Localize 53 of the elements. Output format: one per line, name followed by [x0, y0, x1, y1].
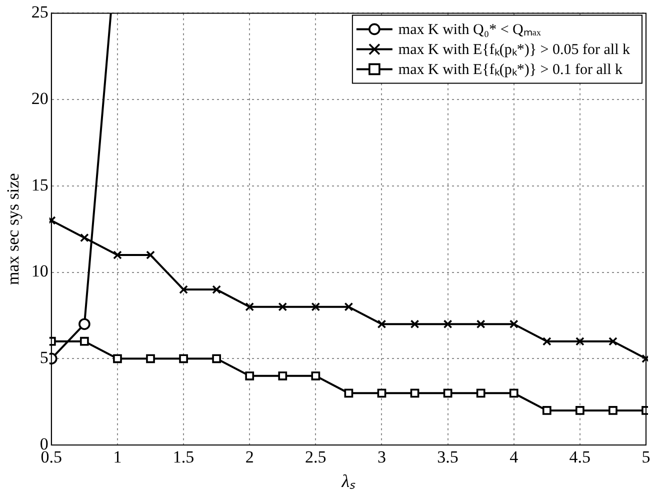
x-axis-title: λₛ	[340, 470, 356, 491]
point	[278, 302, 288, 312]
point	[146, 250, 155, 260]
point	[443, 388, 452, 398]
y-tick-label: 20	[31, 89, 48, 108]
point	[80, 233, 89, 242]
x-tick-label: 4.5	[569, 448, 591, 467]
point	[608, 406, 618, 415]
x-tick-label: 1.5	[172, 448, 194, 467]
y-axis-title: max sec sys size	[4, 173, 23, 286]
x-tick-label: 1	[113, 448, 122, 467]
y-tick-label: 10	[31, 262, 48, 281]
x-tick-label: 3.5	[437, 448, 458, 467]
x-tick-label: 3	[377, 448, 386, 467]
point	[311, 302, 320, 312]
point	[212, 285, 221, 294]
point	[476, 320, 486, 329]
point	[509, 388, 518, 398]
point	[410, 320, 420, 329]
legend-label: max K with E{fₖ(pₖ*)} > 0.05 for all k	[398, 42, 630, 58]
y-tick-label: 5	[40, 348, 48, 368]
point	[542, 406, 552, 415]
point	[113, 250, 122, 260]
legend-label: max K with Q₀* < Qₘₐₓ	[398, 22, 542, 38]
point	[542, 336, 552, 346]
point	[179, 354, 188, 364]
x-tick-label: 4	[510, 448, 519, 467]
x-tick-label: 2.5	[305, 448, 326, 467]
point	[278, 371, 288, 380]
y-tick-label: 25	[31, 2, 48, 22]
point	[245, 302, 254, 312]
legend-label: max K with E{fₖ(pₖ*)} > 0.1 for all k	[398, 62, 623, 78]
point	[344, 302, 354, 312]
point	[443, 320, 452, 329]
y-tick-label: 15	[31, 175, 48, 194]
x-tick-label: 2	[245, 448, 254, 467]
point	[509, 320, 518, 329]
point	[576, 406, 584, 415]
x-tick-label: 5	[642, 448, 650, 467]
point	[80, 336, 89, 346]
point	[344, 388, 354, 398]
point	[377, 388, 386, 398]
point	[311, 371, 320, 380]
point	[179, 285, 188, 294]
point	[576, 336, 584, 346]
point	[410, 388, 420, 398]
point	[113, 354, 122, 364]
point	[476, 388, 486, 398]
point	[377, 320, 386, 329]
point	[146, 354, 155, 364]
point	[212, 354, 221, 364]
point	[608, 336, 618, 346]
point	[245, 371, 254, 380]
